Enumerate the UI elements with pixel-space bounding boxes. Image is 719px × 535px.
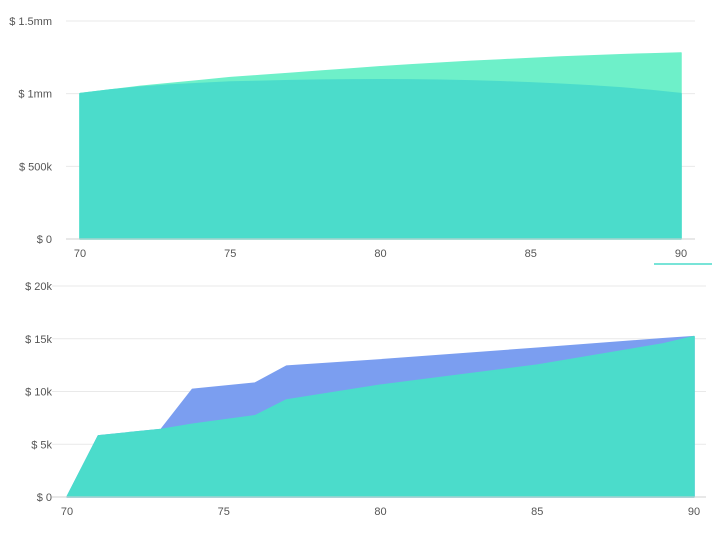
y-tick-label: $ 1.5mm (9, 16, 52, 28)
chart-1: $ 0 $ 500k $ 1mm $ 1.5mm 70 75 80 85 90 (9, 16, 712, 265)
x-tick-label: 75 (224, 248, 236, 260)
x-tick-label: 90 (675, 248, 687, 260)
y-tick-label: $ 500k (19, 161, 53, 173)
area-series-2 (66, 335, 695, 498)
x-tick-label: 85 (525, 248, 537, 260)
area-series-2 (79, 78, 682, 240)
chart-2: $ 0 $ 5k $ 10k $ 15k $ 20k 70 75 80 85 90 (25, 281, 706, 518)
y-tick-label: $ 0 (37, 234, 52, 246)
x-tick-label: 75 (218, 506, 230, 518)
x-tick-label: 70 (61, 506, 73, 518)
x-tick-label: 80 (374, 248, 386, 260)
x-tick-label: 90 (688, 506, 700, 518)
y-tick-label: $ 15k (25, 334, 52, 346)
y-tick-label: $ 10k (25, 387, 52, 399)
y-tick-label: $ 5k (31, 439, 52, 451)
y-tick-label: $ 1mm (18, 89, 52, 101)
x-tick-label: 70 (74, 248, 86, 260)
x-tick-label: 80 (374, 506, 386, 518)
x-tick-label: 85 (531, 506, 543, 518)
y-tick-label: $ 0 (37, 492, 52, 504)
y-tick-label: $ 20k (25, 281, 52, 293)
